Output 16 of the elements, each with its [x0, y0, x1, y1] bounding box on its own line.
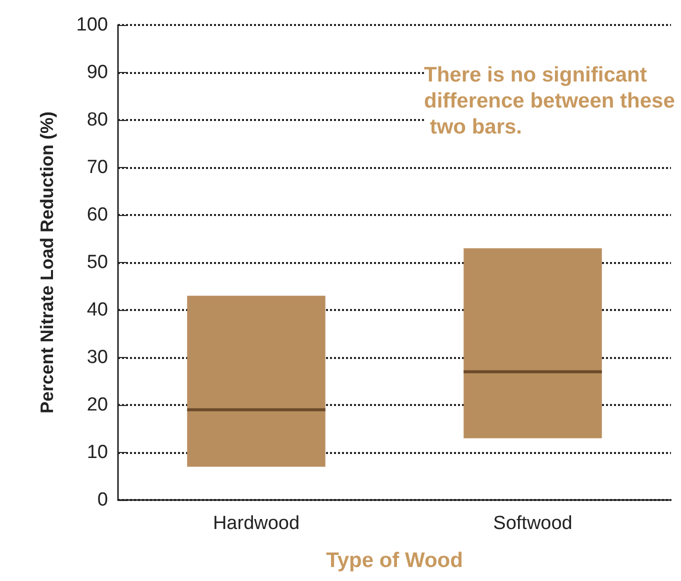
- y-tick-label: 60: [86, 204, 108, 226]
- x-tick-label: Hardwood: [212, 513, 300, 534]
- y-tick-label: 80: [86, 110, 108, 130]
- y-tick-label: 10: [86, 442, 108, 463]
- y-tick-label: 100: [76, 14, 108, 36]
- x-axis-title: Type of Wood: [326, 549, 463, 572]
- y-tick-label: 40: [86, 300, 108, 320]
- y-tick-label: 20: [86, 394, 108, 416]
- y-tick-label: 0: [97, 490, 108, 510]
- y-tick-label: 50: [86, 252, 108, 273]
- y-tick-label: 30: [86, 347, 108, 368]
- y-axis-title: Percent Nitrate Load Reduction (%): [37, 111, 57, 414]
- x-tick-label: Softwood: [493, 513, 572, 534]
- y-tick-label: 90: [86, 62, 108, 83]
- y-tick-label: 70: [86, 157, 108, 178]
- annotation: There is no significant difference between these two bars.: [424, 64, 675, 138]
